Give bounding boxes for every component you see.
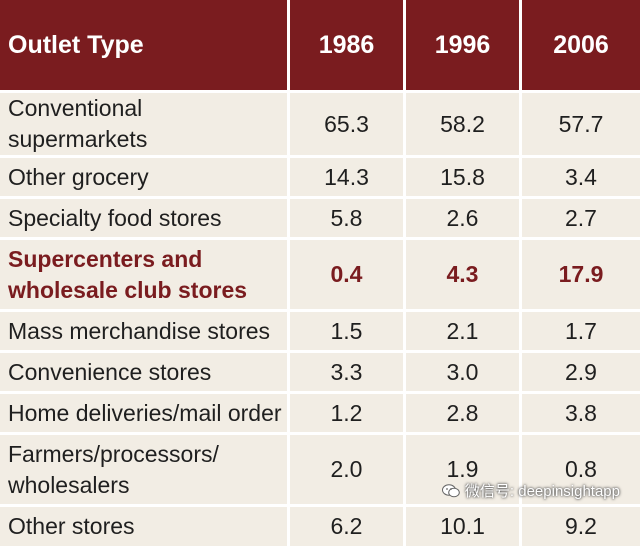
cell-1996: 2.1 — [406, 312, 522, 353]
cell-2006: 2.9 — [522, 353, 640, 394]
row-label: Home deliveries/mail order — [0, 394, 290, 435]
row-label: Farmers/processors/ wholesalers — [0, 435, 290, 507]
table-row: Convenience stores 3.3 3.0 2.9 — [0, 353, 640, 394]
cell-1996: 1.9 — [406, 435, 522, 507]
cell-1986: 5.8 — [290, 199, 406, 240]
row-label: Other grocery — [0, 158, 290, 199]
cell-2006: 3.8 — [522, 394, 640, 435]
cell-2006: 0.8 — [522, 435, 640, 507]
cell-1996: 10.1 — [406, 507, 522, 546]
cell-1996: 2.6 — [406, 199, 522, 240]
watermark: 微信号: deepinsightapp — [441, 480, 620, 501]
header-row: Outlet Type 1986 1996 2006 — [0, 0, 640, 93]
table-row: Specialty food stores 5.8 2.6 2.7 — [0, 199, 640, 240]
watermark-text: 微信号: deepinsightapp — [464, 483, 620, 500]
row-label: Other stores — [0, 507, 290, 546]
cell-1986: 2.0 — [290, 435, 406, 507]
table-row: Other grocery 14.3 15.8 3.4 — [0, 158, 640, 199]
cell-2006: 17.9 — [522, 240, 640, 312]
cell-1986: 1.2 — [290, 394, 406, 435]
cell-1986: 14.3 — [290, 158, 406, 199]
table-row: Conventional supermarkets 65.3 58.2 57.7 — [0, 93, 640, 158]
table-row: Home deliveries/mail order 1.2 2.8 3.8 — [0, 394, 640, 435]
header-outlet-type: Outlet Type — [0, 0, 290, 93]
header-1986: 1986 — [290, 0, 406, 93]
row-label: Convenience stores — [0, 353, 290, 394]
cell-1996: 4.3 — [406, 240, 522, 312]
table-row: Other stores 6.2 10.1 9.2 — [0, 507, 640, 546]
header-2006: 2006 — [522, 0, 640, 93]
cell-1986: 3.3 — [290, 353, 406, 394]
cell-1986: 1.5 — [290, 312, 406, 353]
cell-2006: 1.7 — [522, 312, 640, 353]
table-row: Farmers/processors/ wholesalers 2.0 1.9 … — [0, 435, 640, 507]
row-label: Mass merchandise stores — [0, 312, 290, 353]
cell-1986: 65.3 — [290, 93, 406, 158]
row-label: Supercenters and wholesale club stores — [0, 240, 290, 312]
table-row-highlighted: Supercenters and wholesale club stores 0… — [0, 240, 640, 312]
cell-1996: 2.8 — [406, 394, 522, 435]
cell-2006: 57.7 — [522, 93, 640, 158]
table-row: Mass merchandise stores 1.5 2.1 1.7 — [0, 312, 640, 353]
header-1996: 1996 — [406, 0, 522, 93]
row-label: Specialty food stores — [0, 199, 290, 240]
cell-1986: 0.4 — [290, 240, 406, 312]
cell-2006: 2.7 — [522, 199, 640, 240]
cell-1996: 58.2 — [406, 93, 522, 158]
row-label: Conventional supermarkets — [0, 93, 290, 158]
cell-1996: 15.8 — [406, 158, 522, 199]
cell-1986: 6.2 — [290, 507, 406, 546]
cell-2006: 3.4 — [522, 158, 640, 199]
cell-1996: 3.0 — [406, 353, 522, 394]
cell-2006: 9.2 — [522, 507, 640, 546]
wechat-icon — [441, 483, 460, 497]
